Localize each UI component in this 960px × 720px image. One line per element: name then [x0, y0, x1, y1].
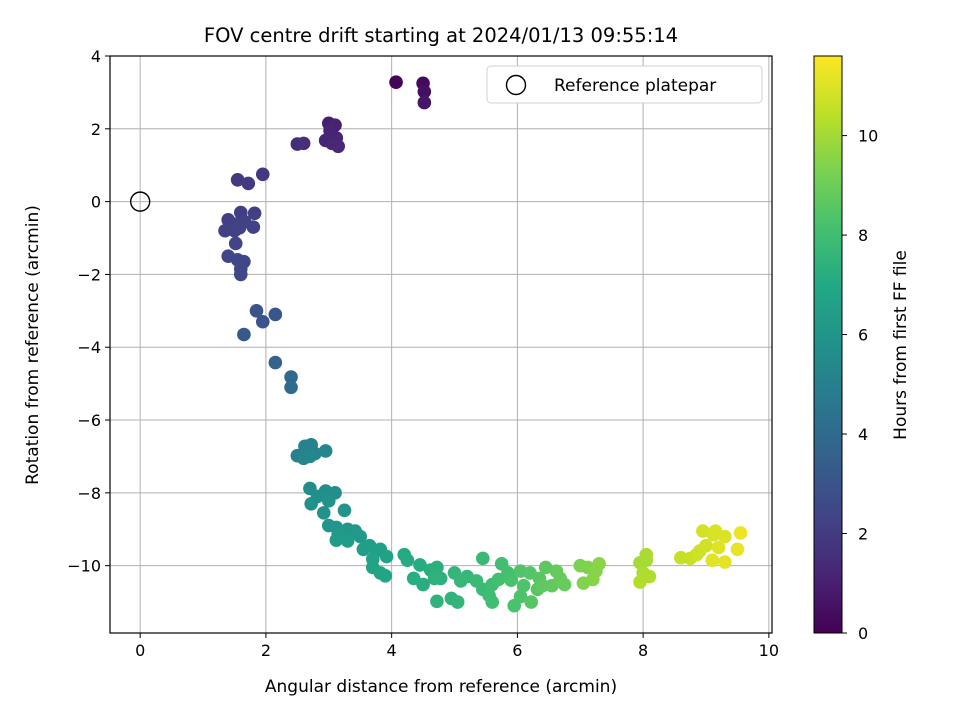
grid-lines: [110, 55, 772, 633]
plot-frame: [109, 55, 773, 634]
colorbar-label: Hours from first FF file: [891, 250, 911, 440]
colorbar-tick-label: 8: [858, 226, 868, 245]
data-point: [233, 267, 248, 282]
colorbar-ticks: 0 2 4 6 8 10: [842, 127, 878, 643]
data-point: [730, 542, 745, 557]
data-point: [417, 95, 432, 110]
data-point: [416, 577, 430, 592]
data-point: [247, 206, 262, 221]
data-point: [504, 573, 518, 588]
data-point: [340, 534, 355, 548]
y-tick-label: −6: [77, 411, 101, 430]
data-point: [450, 595, 465, 609]
data-point: [329, 533, 344, 547]
data-point: [331, 139, 346, 154]
x-axis-label: Angular distance from reference (arcmin): [265, 677, 617, 697]
reference-marker: [129, 191, 151, 212]
data-point: [353, 529, 368, 544]
data-point: [241, 176, 256, 191]
data-point: [255, 167, 270, 182]
data-point: [592, 557, 606, 571]
data-point: [228, 236, 243, 251]
x-tick-label: 6: [512, 641, 522, 660]
data-point: [255, 314, 270, 329]
data-point: [516, 578, 531, 593]
y-tick-label: −8: [77, 484, 101, 503]
x-tick-label: 8: [638, 641, 648, 660]
data-point: [389, 75, 403, 90]
data-point: [430, 594, 444, 609]
data-point: [284, 370, 298, 384]
data-point: [524, 595, 539, 609]
data-point: [476, 551, 490, 566]
data-point: [232, 221, 247, 235]
data-point: [379, 549, 394, 564]
y-tick-label: 4: [91, 47, 101, 66]
data-point: [237, 327, 251, 342]
data-point: [454, 574, 468, 588]
x-tick-label: 4: [387, 641, 397, 660]
y-axis-label: Rotation from reference (arcmin): [23, 205, 43, 485]
data-point: [699, 538, 713, 553]
data-point: [430, 560, 444, 575]
legend-entry-reference: Reference platepar: [554, 76, 716, 96]
data-point: [400, 553, 415, 567]
data-point: [557, 577, 572, 592]
data-point: [230, 172, 245, 187]
y-tick-label: −2: [77, 265, 101, 284]
x-tick-label: 2: [261, 641, 271, 660]
data-point: [284, 380, 298, 395]
chart-title: FOV centre drift starting at 2024/01/13 …: [204, 24, 678, 47]
y-tick-label: −10: [67, 557, 101, 576]
y-tick-label: 2: [91, 120, 101, 139]
data-point: [485, 595, 500, 609]
x-tick-label: 10: [759, 641, 779, 660]
legend-box: [486, 65, 763, 104]
data-point: [696, 524, 710, 538]
data-point: [718, 529, 732, 544]
data-point: [316, 506, 331, 520]
data-point: [249, 304, 264, 318]
data-point: [303, 449, 317, 464]
y-axis-ticks: 4 2 0 −2 −4 −6 −8 −10: [67, 47, 110, 576]
data-point: [513, 589, 528, 604]
y-tick-label: 0: [91, 193, 101, 212]
colorbar-tick-label: 0: [858, 624, 868, 643]
data-point: [538, 560, 553, 575]
data-point: [337, 503, 352, 518]
data-point: [639, 547, 654, 562]
data-point: [246, 220, 261, 234]
colorbar-tick-label: 4: [858, 425, 868, 444]
x-tick-label: 0: [135, 641, 145, 660]
data-point: [705, 553, 720, 567]
colorbar: [813, 55, 843, 634]
y-tick-label: −4: [77, 338, 101, 357]
data-point: [304, 496, 318, 511]
data-point: [268, 355, 283, 370]
x-axis-ticks: 0 2 4 6 8 10: [135, 633, 779, 660]
legend: Reference platepar: [486, 65, 763, 104]
data-point: [378, 569, 393, 583]
data-point: [417, 84, 432, 99]
data-point: [491, 572, 506, 587]
colorbar-tick-label: 2: [858, 525, 868, 544]
reference-point: [129, 191, 151, 212]
data-point: [268, 307, 283, 322]
data-point: [711, 540, 726, 555]
colorbar-tick-label: 6: [858, 326, 868, 345]
data-point: [218, 223, 232, 238]
data-point: [318, 444, 333, 458]
data-point: [633, 575, 647, 589]
data-point: [321, 494, 336, 508]
data-point: [733, 526, 748, 540]
data-point: [718, 555, 732, 569]
data-point: [296, 136, 311, 151]
data-point: [413, 558, 427, 572]
data-point: [427, 571, 442, 586]
data-point: [535, 578, 550, 593]
colorbar-tick-label: 10: [858, 127, 878, 146]
legend-marker: [505, 74, 527, 96]
data-points: [218, 75, 748, 613]
